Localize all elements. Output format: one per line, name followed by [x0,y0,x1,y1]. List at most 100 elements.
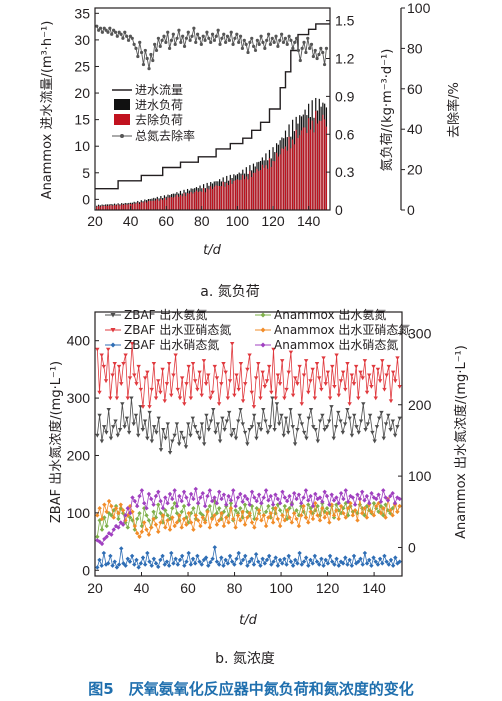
series-1-point [312,396,318,401]
series-2-point [240,557,246,563]
removal-bar [251,177,253,210]
series-0-point [170,439,175,444]
right1-tick-label: 0.3 [335,164,355,180]
series-4-point [139,529,145,534]
panel-a: 20 40 60 80 100 120 140 0 5 10 15 20 25 30 35 0 0.3 0.6 0.… [40,0,462,300]
series-2-point [321,563,326,568]
series-1-point [373,396,378,401]
series-0-point [267,425,273,429]
series-4-point [378,511,384,516]
series-0-point [377,416,382,421]
removal-bar [215,185,217,210]
series-3-point [170,506,175,511]
series-1-point [290,393,296,398]
series-1-point [164,382,170,386]
series-0-point [233,436,239,441]
series-2-point [99,563,104,568]
panel-a-right1-ylabel: 氮负荷/(kg·m⁻³·d⁻¹) [380,49,395,172]
panel-b-axes: 20 40 60 80 100 120 140 0 100 200 300 400 0 100 200 300 [67,325,432,596]
series-3-point [296,513,302,518]
series-4-point [137,534,142,539]
removal-rate-point [289,38,293,42]
series-3-point [381,513,386,518]
series-1-point [266,364,272,369]
series-4-point [261,513,266,518]
series-1-point [240,399,246,404]
series-5-point [200,491,205,496]
series-5-point [364,493,370,499]
series-5-point [341,496,346,502]
removal-rate-point [201,34,205,38]
removal-rate-point [300,46,304,51]
series-5-point [336,501,341,506]
removal-bar [259,169,262,210]
series-4-point [193,513,198,518]
right-tick-label: 300 [408,325,432,341]
series-0-point [283,416,289,421]
series-4-point [207,525,213,530]
series-2-point [127,559,133,564]
series-4-point [390,513,395,518]
series-2-point [216,562,222,567]
series-4-point [195,518,201,523]
removal-bar [261,164,263,210]
series-0-point [288,407,293,412]
series-5-point [231,488,236,493]
series-1-point [195,387,200,392]
series-1-point [356,396,361,401]
series-2-point [121,561,126,566]
series-3-point [156,502,161,507]
removal-bar [183,193,185,210]
series-4-point [179,525,184,530]
series-0-point [236,419,241,424]
series-1-point [325,370,331,375]
series-4-point [338,503,344,509]
series-1-point [273,396,278,401]
series-1-point [306,390,311,395]
removal-rate-point [308,46,312,51]
removal-rate-point [278,38,282,42]
removal-bar [306,132,308,210]
series-2-point [227,553,233,559]
series-2-point [212,545,217,550]
series-4-point [99,516,105,522]
series-2-point [114,565,120,570]
series-5-point [322,489,327,495]
series-3-point [144,513,149,518]
removal-bar [174,196,176,210]
series-1-point [247,353,252,358]
removal-bar [122,204,125,210]
removal-bar [322,114,324,210]
series-1-point [364,390,370,395]
series-4-point [245,515,250,520]
left-tick-label: 15 [74,112,90,128]
series-0-point [308,407,314,412]
series-0-point [247,428,252,432]
series-4-point [308,509,313,514]
removal-rate-point [196,32,200,36]
series-2-point [151,556,157,561]
removal-bar [172,197,174,210]
series-2-point [266,553,272,559]
series-4-point [200,515,205,520]
series-5-point [327,502,332,507]
series-0-point [392,433,398,438]
series-5-point [329,492,334,497]
removal-bar [247,179,249,210]
removal-rate-point [246,50,250,55]
removal-bar [167,197,169,210]
removal-rate-point [177,28,181,32]
removal-bar [140,202,142,210]
removal-bar [96,206,98,210]
removal-bar [217,185,219,210]
series-2-point [388,557,394,563]
removal-bar [204,192,206,210]
series-4-point [219,511,224,516]
series-0-point [345,407,350,412]
series-1-point [236,387,241,392]
series-2-point [195,553,200,559]
right1-tick-label: 1.2 [335,51,355,67]
series-3-point [146,518,152,523]
series-0-point [279,413,284,418]
